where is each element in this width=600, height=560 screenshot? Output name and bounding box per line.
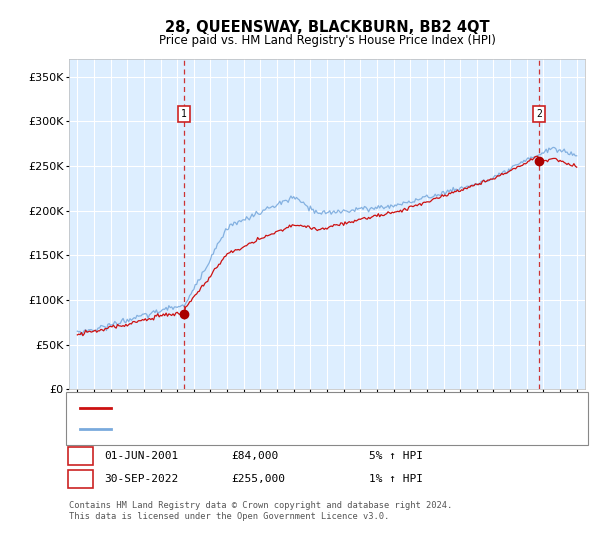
- Text: 1: 1: [77, 451, 84, 461]
- Text: 30-SEP-2022: 30-SEP-2022: [104, 474, 178, 484]
- Text: 5% ↑ HPI: 5% ↑ HPI: [369, 451, 423, 461]
- Text: £84,000: £84,000: [231, 451, 278, 461]
- Text: £255,000: £255,000: [231, 474, 285, 484]
- Text: 2: 2: [77, 474, 84, 484]
- Text: 2: 2: [536, 109, 542, 119]
- Text: 1% ↑ HPI: 1% ↑ HPI: [369, 474, 423, 484]
- Text: HPI: Average price, detached house, Blackburn with Darwen: HPI: Average price, detached house, Blac…: [117, 424, 473, 434]
- Text: 01-JUN-2001: 01-JUN-2001: [104, 451, 178, 461]
- Text: 1: 1: [181, 109, 187, 119]
- Text: 28, QUEENSWAY, BLACKBURN, BB2 4QT: 28, QUEENSWAY, BLACKBURN, BB2 4QT: [164, 20, 490, 35]
- Text: Price paid vs. HM Land Registry's House Price Index (HPI): Price paid vs. HM Land Registry's House …: [158, 34, 496, 46]
- Text: 28, QUEENSWAY, BLACKBURN, BB2 4QT (detached house): 28, QUEENSWAY, BLACKBURN, BB2 4QT (detac…: [117, 403, 430, 413]
- Text: Contains HM Land Registry data © Crown copyright and database right 2024.
This d: Contains HM Land Registry data © Crown c…: [69, 501, 452, 521]
